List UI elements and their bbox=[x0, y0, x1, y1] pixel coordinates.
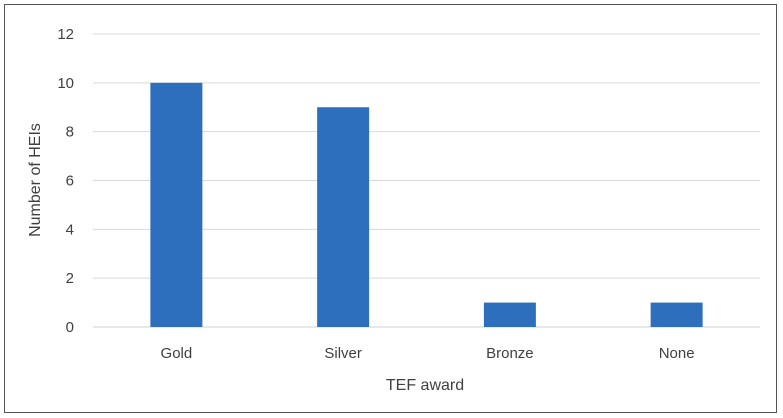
chart-frame bbox=[4, 4, 777, 413]
bar-gold bbox=[150, 82, 203, 327]
x-tick-label: None bbox=[659, 345, 695, 362]
x-tick-label: Gold bbox=[161, 345, 193, 362]
x-tick-label: Bronze bbox=[486, 345, 534, 362]
y-tick-label: 6 bbox=[66, 173, 74, 190]
y-tick-label: 2 bbox=[66, 270, 74, 287]
bar-silver bbox=[317, 107, 370, 327]
y-tick-label: 10 bbox=[57, 75, 74, 92]
y-tick-label: 8 bbox=[66, 124, 74, 141]
bar-bronze bbox=[483, 302, 536, 327]
bar-none bbox=[650, 302, 703, 327]
gridlines bbox=[93, 33, 760, 328]
bars bbox=[150, 82, 703, 327]
y-axis-title: Number of HEIs bbox=[27, 123, 44, 237]
y-tick-label: 12 bbox=[57, 26, 74, 43]
x-axis-ticks: Gold Silver Bronze None bbox=[161, 345, 695, 362]
x-tick-label: Silver bbox=[324, 345, 362, 362]
y-tick-label: 0 bbox=[66, 319, 74, 336]
y-tick-label: 4 bbox=[66, 221, 74, 238]
x-axis-title: TEF award bbox=[386, 377, 464, 394]
y-axis-ticks: 0 2 4 6 8 10 12 bbox=[57, 26, 74, 336]
